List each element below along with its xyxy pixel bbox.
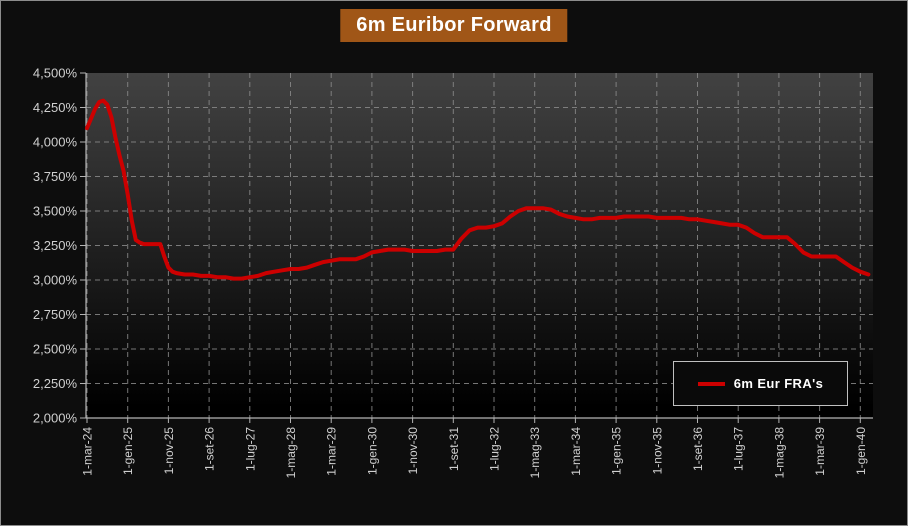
x-tick-label: 1-nov-25 — [162, 427, 176, 475]
legend[interactable]: 6m Eur FRA's — [673, 361, 848, 406]
x-tick-label: 1-mag-33 — [528, 427, 542, 479]
legend-series-label: 6m Eur FRA's — [733, 376, 824, 391]
x-tick-label: 1-mar-29 — [325, 427, 339, 476]
x-tick-label: 1-gen-40 — [854, 427, 868, 475]
x-tick-label: 1-gen-35 — [610, 427, 624, 475]
y-tick-label: 4,250% — [33, 100, 78, 115]
plot-background — [86, 73, 873, 418]
y-tick-label: 2,250% — [33, 376, 78, 391]
x-tick-label: 1-nov-30 — [406, 427, 420, 475]
y-tick-label: 2,750% — [33, 307, 78, 322]
x-tick-label: 1-lug-27 — [243, 427, 257, 471]
x-tick-label: 1-mag-38 — [772, 427, 786, 479]
chart-title: 6m Euribor Forward — [340, 9, 568, 42]
y-tick-label: 3,250% — [33, 238, 78, 253]
y-tick-label: 3,750% — [33, 169, 78, 184]
series-line-icon — [697, 381, 725, 386]
x-tick-label: 1-set-26 — [203, 427, 217, 471]
x-tick-label: 1-lug-37 — [732, 427, 746, 471]
x-tick-label: 1-set-36 — [691, 427, 705, 471]
x-tick-label: 1-gen-30 — [365, 427, 379, 475]
x-tick-label: 1-mar-24 — [81, 427, 95, 476]
x-tick-label: 1-mag-28 — [284, 427, 298, 479]
x-tick-label: 1-gen-25 — [121, 427, 135, 475]
y-tick-label: 2,500% — [33, 342, 78, 357]
x-tick-label: 1-set-31 — [447, 427, 461, 471]
x-tick-label: 1-mar-34 — [569, 427, 583, 476]
x-tick-label: 1-mar-39 — [813, 427, 827, 476]
x-tick-label: 1-nov-35 — [650, 427, 664, 475]
y-tick-label: 3,000% — [33, 273, 78, 288]
x-tick-label: 1-lug-32 — [488, 427, 502, 471]
y-tick-label: 4,500% — [33, 66, 78, 81]
y-tick-label: 2,000% — [33, 411, 78, 426]
y-tick-label: 3,500% — [33, 204, 78, 219]
y-tick-label: 4,000% — [33, 135, 78, 150]
series-line-path — [85, 98, 871, 281]
